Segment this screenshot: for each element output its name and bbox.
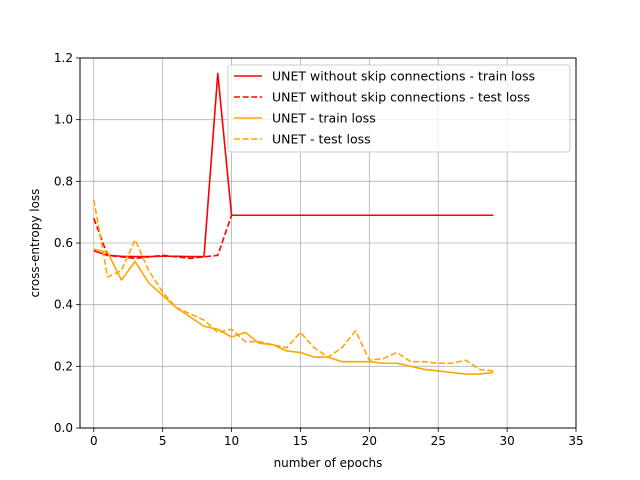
legend: UNET without skip connections - train lo… <box>227 64 571 153</box>
legend-label: UNET without skip connections - test los… <box>272 90 530 105</box>
y-tick-label: 0.6 <box>54 236 73 250</box>
y-tick-label: 1.0 <box>54 113 73 127</box>
x-tick-label: 15 <box>293 434 308 448</box>
x-tick-label: 25 <box>431 434 446 448</box>
y-tick-label: 0.2 <box>54 359 73 373</box>
series-line-4 <box>92 199 494 372</box>
series-lines <box>92 72 494 375</box>
legend-label: UNET - train loss <box>272 111 376 126</box>
x-tick-label: 5 <box>159 434 167 448</box>
x-axis-label: number of epochs <box>274 456 383 470</box>
y-tick-label: 1.2 <box>54 51 73 65</box>
x-tick-label: 10 <box>224 434 239 448</box>
axis-ticks: 0 5 10 15 20 25 30 35 0.0 0.2 0.4 0.6 0.8 1.0 1.2 <box>54 51 584 448</box>
series-line-2 <box>93 214 494 260</box>
legend-label: UNET without skip connections - train lo… <box>272 69 535 84</box>
x-tick-label: 20 <box>362 434 377 448</box>
y-tick-label: 0.8 <box>54 174 73 188</box>
legend-label: UNET - test loss <box>272 132 371 147</box>
x-tick-label: 35 <box>568 434 583 448</box>
series-line-3 <box>93 248 494 375</box>
x-tick-label: 0 <box>90 434 98 448</box>
y-axis-label: cross-entropy loss <box>28 189 42 298</box>
legend-box <box>227 64 571 153</box>
y-tick-label: 0.0 <box>54 421 73 435</box>
y-tick-label: 0.4 <box>54 298 73 312</box>
x-tick-label: 30 <box>499 434 514 448</box>
